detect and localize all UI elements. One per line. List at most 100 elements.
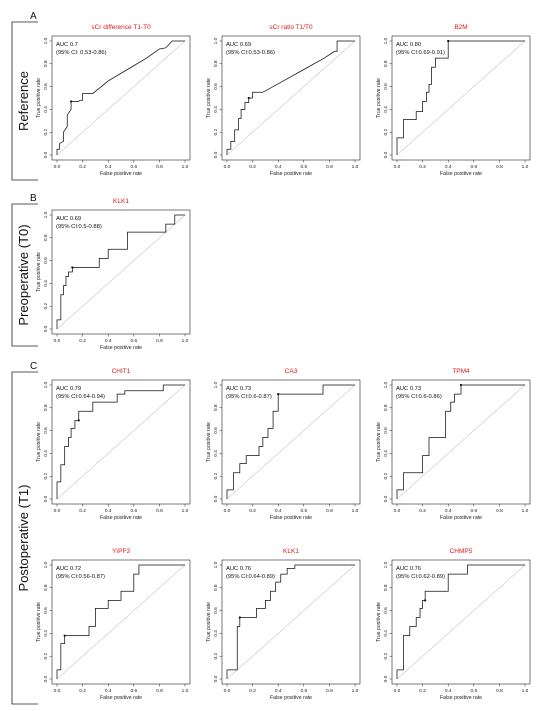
x-tick-label: 0.2 [249,164,256,170]
y-tick-label: 0.6 [213,427,219,434]
y-tick-label: 0.0 [43,151,49,158]
reference-diagonal [56,214,186,330]
x-tick-label: 0.4 [105,338,112,344]
y-tick-label: 0.4 [43,450,49,457]
x-axis-label: False positive rate [270,695,312,701]
x-tick-label: 0.0 [394,688,401,694]
chart-title: KLK1 [283,548,299,555]
x-tick-label: 1.0 [522,508,529,514]
x-tick-label: 1.0 [352,688,359,694]
x-tick-label: 0.8 [326,508,333,514]
plot-frame [391,559,531,685]
roc-curve [56,564,185,679]
x-tick-label: 0.4 [275,508,282,514]
auc-label: AUC 0.73 [396,386,421,392]
x-tick-label: 0.6 [300,164,307,170]
x-tick-label: 0.8 [156,338,163,344]
roc-curve [396,564,525,679]
reference-diagonal [396,384,526,500]
chart-title: YIPF3 [112,548,130,555]
x-tick-label: 0.4 [445,508,452,514]
cutoff-point [63,634,66,637]
x-tick-label: 0.8 [496,508,503,514]
y-tick-label: 0.2 [383,653,389,660]
x-tick-label: 0.0 [54,164,61,170]
cutoff-point [77,419,80,422]
ci-label: (95% CI:0.69-0.91) [396,50,445,56]
y-tick-label: 0.0 [213,151,219,158]
auc-label: AUC 0.73 [226,386,251,392]
plot-frame [51,209,191,335]
y-tick-label: 0.8 [383,584,389,591]
roc-curve [226,40,355,155]
y-tick-label: 0.8 [213,404,219,411]
reference-diagonal [226,384,356,500]
roc-chart: CHMP5 0.0 0.0 0.2 0.2 0.4 0.4 0.6 0.6 0.8 0.8 1.0 1.… [376,548,531,701]
x-axis-label: False positive rate [100,345,142,351]
x-tick-label: 0.2 [249,688,256,694]
reference-diagonal [56,564,186,680]
chart-title: sCr difference T1-T0 [91,24,151,31]
roc-chart: sCr ratio T1/T0 0.0 0.0 0.2 0.2 0.4 0.4 0.6 0.6 0… [206,24,361,177]
x-tick-label: 0.6 [300,688,307,694]
roc-curve [56,384,185,499]
cutoff-point [277,393,280,396]
y-tick-label: 0.6 [383,83,389,90]
y-tick-label: 0.2 [43,129,49,136]
y-axis-label: True positive rate [376,602,382,642]
roc-curve [396,384,525,499]
auc-label: AUC 0.72 [56,566,81,572]
x-axis-label: False positive rate [100,171,142,177]
x-tick-label: 1.0 [522,688,529,694]
y-tick-label: 0.4 [43,630,49,637]
y-axis-label: True positive rate [36,252,42,292]
y-tick-label: 0.0 [383,495,389,502]
panel-letter-C: C [30,361,37,372]
auc-label: AUC 0.76 [226,566,251,572]
plot-frame [51,559,191,685]
y-tick-label: 0.2 [213,473,219,480]
plot-frame [221,379,361,505]
x-tick-label: 0.2 [249,508,256,514]
x-tick-label: 0.8 [496,688,503,694]
auc-label: AUC 0.80 [396,42,421,48]
x-tick-label: 0.0 [54,688,61,694]
y-tick-label: 0.0 [383,675,389,682]
chart-title: B2M [454,24,467,31]
y-axis-label: True positive rate [206,422,212,462]
y-tick-label: 0.2 [213,653,219,660]
x-tick-label: 0.8 [156,688,163,694]
x-tick-label: 0.0 [54,508,61,514]
x-tick-label: 0.0 [224,164,231,170]
x-tick-label: 0.8 [326,164,333,170]
y-tick-label: 0.4 [383,106,389,113]
chart-title: CHMP5 [450,548,473,555]
ci-label: (95% CI:0.62-0.89) [396,574,445,580]
chart-title: CA3 [285,368,298,375]
x-tick-label: 0.6 [470,164,477,170]
x-tick-label: 0.6 [130,508,137,514]
reference-diagonal [396,564,526,680]
cutoff-point [71,266,74,269]
x-tick-label: 0.2 [419,508,426,514]
y-tick-label: 0.4 [213,630,219,637]
y-tick-label: 0.6 [43,607,49,614]
cutoff-point [247,96,250,100]
x-axis-label: False positive rate [100,515,142,521]
y-tick-label: 0.8 [43,234,49,241]
y-tick-label: 0.2 [213,129,219,136]
roc-chart: sCr difference T1-T0 0.0 0.0 0.2 0.2 0.4 0.4 0.… [36,24,191,177]
x-tick-label: 1.0 [352,164,359,170]
x-tick-label: 0.4 [445,164,452,170]
x-tick-label: 0.0 [394,508,401,514]
x-tick-label: 0.4 [445,688,452,694]
ci-label: (95% CI:0.53-0.86) [226,50,275,56]
x-axis-label: False positive rate [440,515,482,521]
group-bracket [11,21,38,181]
cutoff-point [459,383,463,387]
x-tick-label: 0.2 [419,688,426,694]
roc-chart: YIPF3 0.0 0.0 0.2 0.2 0.4 0.4 0.6 0.6 0.8 0.8 1.0 1.… [36,548,191,701]
y-tick-label: 0.0 [43,325,49,332]
x-tick-label: 0.2 [79,688,86,694]
group-bracket [11,203,38,347]
